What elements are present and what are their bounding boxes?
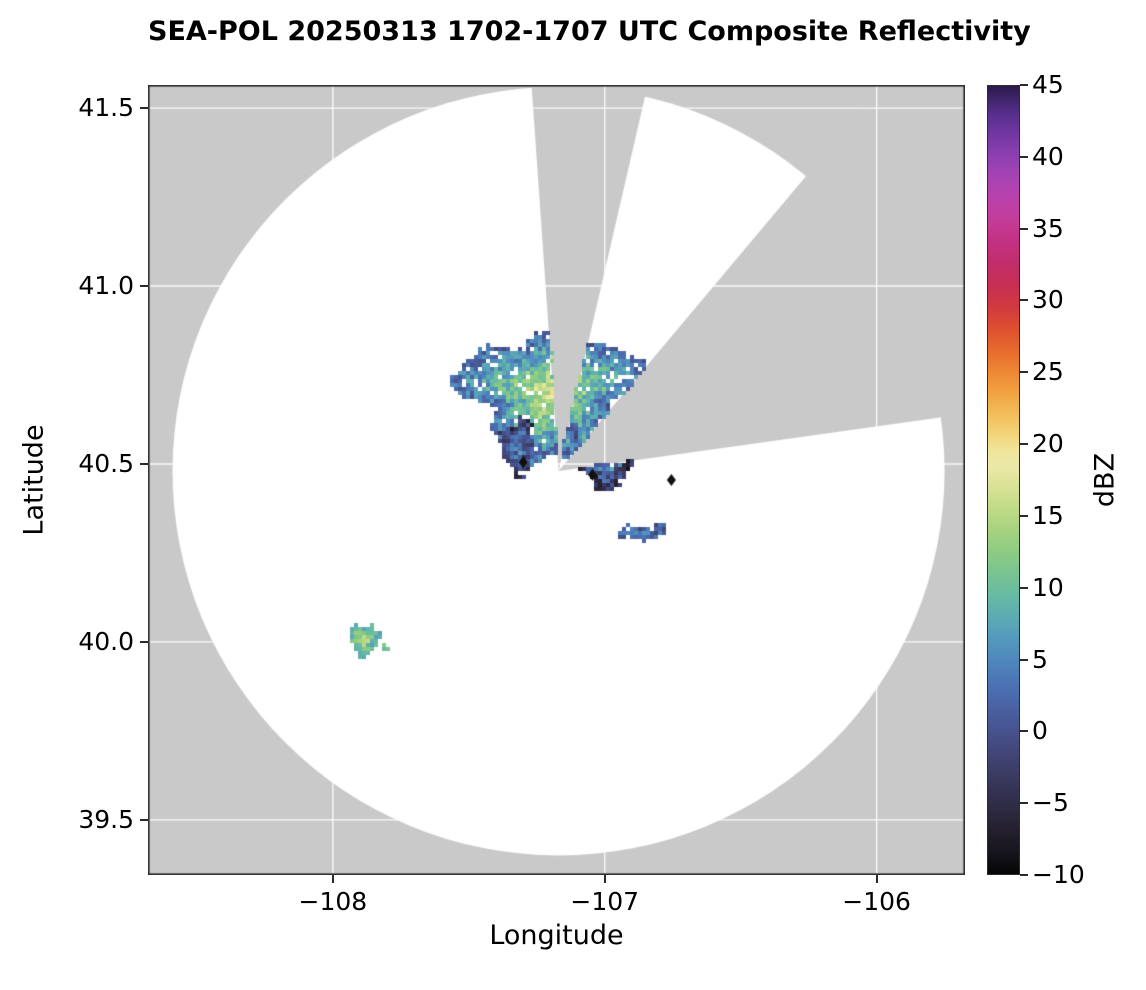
y-axis-tickmark [140,462,148,465]
colorbar-gradient [987,85,1020,875]
colorbar-tickmark [1020,155,1028,158]
colorbar-tickmark [1020,730,1028,733]
colorbar-tickmark [1020,874,1028,876]
colorbar-tick-label: −5 [1032,788,1069,818]
colorbar-tick-label: −10 [1032,860,1085,889]
y-tick-label: 39.5 [78,804,134,834]
colorbar-tick-label: 20 [1032,429,1064,459]
y-axis-tickmark [140,107,148,110]
x-axis-tickmark [603,875,606,883]
colorbar-tickmark [1020,802,1028,805]
x-axis-label: Longitude [489,920,624,951]
colorbar-tickmark [1020,371,1028,374]
y-tick-label: 40.5 [78,448,134,478]
x-tick-label: −107 [570,887,640,916]
y-tick-label: 40.0 [78,626,134,656]
colorbar-tick-label: 5 [1032,644,1048,674]
y-axis-tickmark [140,285,148,288]
colorbar-tickmark [1020,227,1028,230]
colorbar-tick-label: 30 [1032,285,1064,315]
colorbar-tickmark [1020,84,1028,86]
colorbar-tick-label: 10 [1032,572,1064,602]
y-axis-tickmark [140,640,148,643]
colorbar-tickmark [1020,514,1028,517]
x-tick-label: −106 [842,887,911,916]
chart-title: SEA-POL 20250313 1702-1707 UTC Composite… [148,16,1031,47]
x-tick-label: −108 [298,887,368,916]
colorbar-tick-label: 40 [1032,141,1064,171]
colorbar-tickmark [1020,443,1028,446]
colorbar: −10 −5 0 5 10 15 20 25 30 35 40 45 dBZ [987,70,1146,889]
colorbar-tick-label: 25 [1032,357,1064,387]
radar-plot-canvas [148,85,965,875]
colorbar-tickmark [1020,586,1028,589]
y-tick-label: 41.0 [78,271,134,301]
colorbar-tickmark [1020,299,1028,302]
x-axis-tickmark [875,875,878,883]
y-tick-label: 41.5 [78,93,134,123]
x-axis-tickmark [331,875,334,883]
colorbar-tick-label: 15 [1032,500,1064,530]
colorbar-label: dBZ [1089,452,1121,508]
colorbar-tick-label: 0 [1032,716,1048,746]
colorbar-tick-label: 35 [1032,213,1064,243]
y-axis-tickmark [140,818,148,821]
colorbar-tick-label: 45 [1032,70,1064,99]
plot-area: −108 −107 −106 39.5 40.0 40.5 41.0 41.5 [78,85,965,916]
y-axis-label: Latitude [18,424,50,536]
colorbar-tickmark [1020,658,1028,661]
